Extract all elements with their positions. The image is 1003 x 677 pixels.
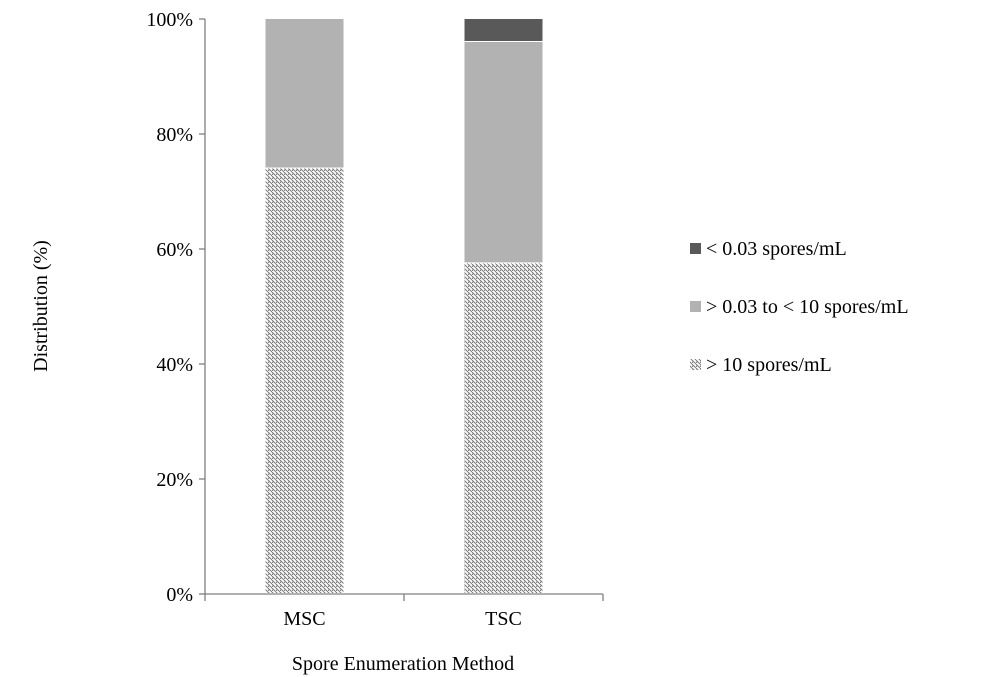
y-ticks-group: 0% 20% 40% 60% 80% 100% [146,9,205,606]
legend-swatch-0-03-to-10-spores-ml [690,301,701,312]
legend: < 0.03 spores/mL > 0.03 to < 10 spores/mL… [690,238,909,376]
y-tick-label: 100% [146,9,193,31]
legend-swatch-0-03-spores-ml [690,243,701,254]
y-tick-label: 80% [156,124,193,146]
bar-segment-tsc-0-03-spores-ml [464,19,543,41]
y-tick-label: 0% [166,584,193,606]
y-tick-label: 60% [156,239,193,261]
x-axis-title: Spore Enumeration Method [292,653,514,675]
legend-swatch-10-spores-ml [690,359,701,370]
x-ticks-group: MSC TSC [204,594,604,630]
legend-label-0-03-spores-ml: < 0.03 spores/mL [706,238,847,260]
bar-segment-msc-0-03-to-10-spores-ml [265,19,344,168]
x-tick-label: TSC [485,608,522,630]
legend-label-0-03-to-10-spores-ml: > 0.03 to < 10 spores/mL [706,296,909,318]
y-tick-label: 20% [156,469,193,491]
bar-segment-tsc-10-spores-ml [464,263,543,593]
bar-segment-msc-10-spores-ml [265,168,344,593]
x-tick-label: MSC [283,608,325,630]
y-tick-label: 40% [156,354,193,376]
bar-segment-tsc-0-03-to-10-spores-ml [464,42,543,263]
bars-group [265,19,543,593]
y-axis-title: Distribution (%) [30,240,52,372]
legend-label-10-spores-ml: > 10 spores/mL [706,354,832,376]
